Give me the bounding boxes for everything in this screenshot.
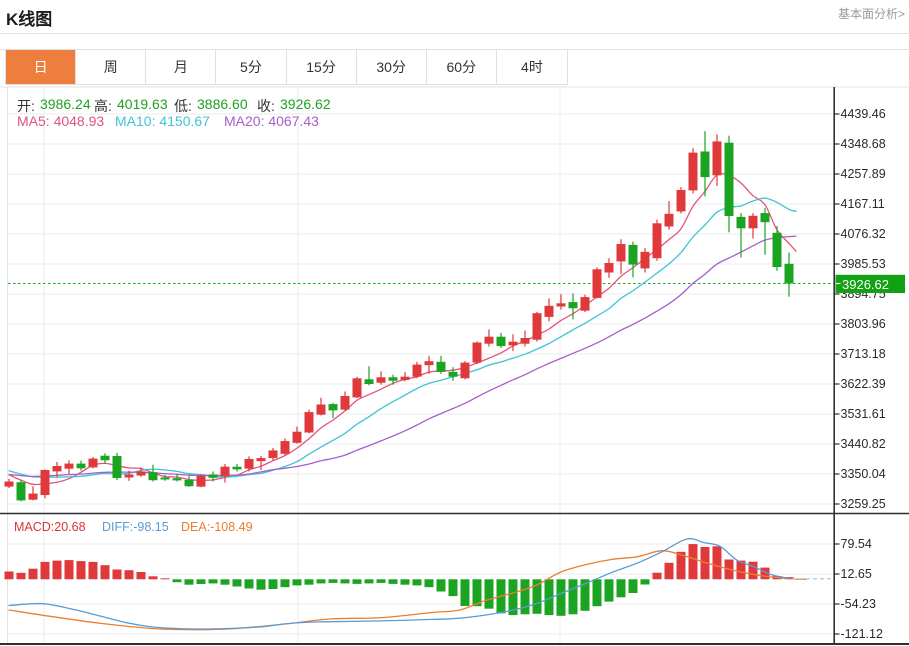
svg-text:3803.96: 3803.96 <box>841 317 886 331</box>
svg-text:3622.39: 3622.39 <box>841 377 886 391</box>
svg-text:3531.61: 3531.61 <box>841 407 886 421</box>
svg-text:3350.04: 3350.04 <box>841 467 886 481</box>
svg-text:79.54: 79.54 <box>841 537 872 551</box>
svg-text:3440.82: 3440.82 <box>841 437 886 451</box>
svg-text:3926.62: 3926.62 <box>842 277 889 292</box>
svg-text:4439.46: 4439.46 <box>841 107 886 121</box>
svg-text:12.65: 12.65 <box>841 567 872 581</box>
svg-text:4076.32: 4076.32 <box>841 227 886 241</box>
svg-text:4257.89: 4257.89 <box>841 167 886 181</box>
svg-text:4167.11: 4167.11 <box>841 197 885 211</box>
svg-text:-54.23: -54.23 <box>841 597 876 611</box>
svg-text:-121.12: -121.12 <box>841 627 883 641</box>
svg-text:3985.53: 3985.53 <box>841 257 886 271</box>
svg-text:3713.18: 3713.18 <box>841 347 886 361</box>
svg-text:4348.68: 4348.68 <box>841 137 886 151</box>
svg-text:3259.25: 3259.25 <box>841 497 886 511</box>
